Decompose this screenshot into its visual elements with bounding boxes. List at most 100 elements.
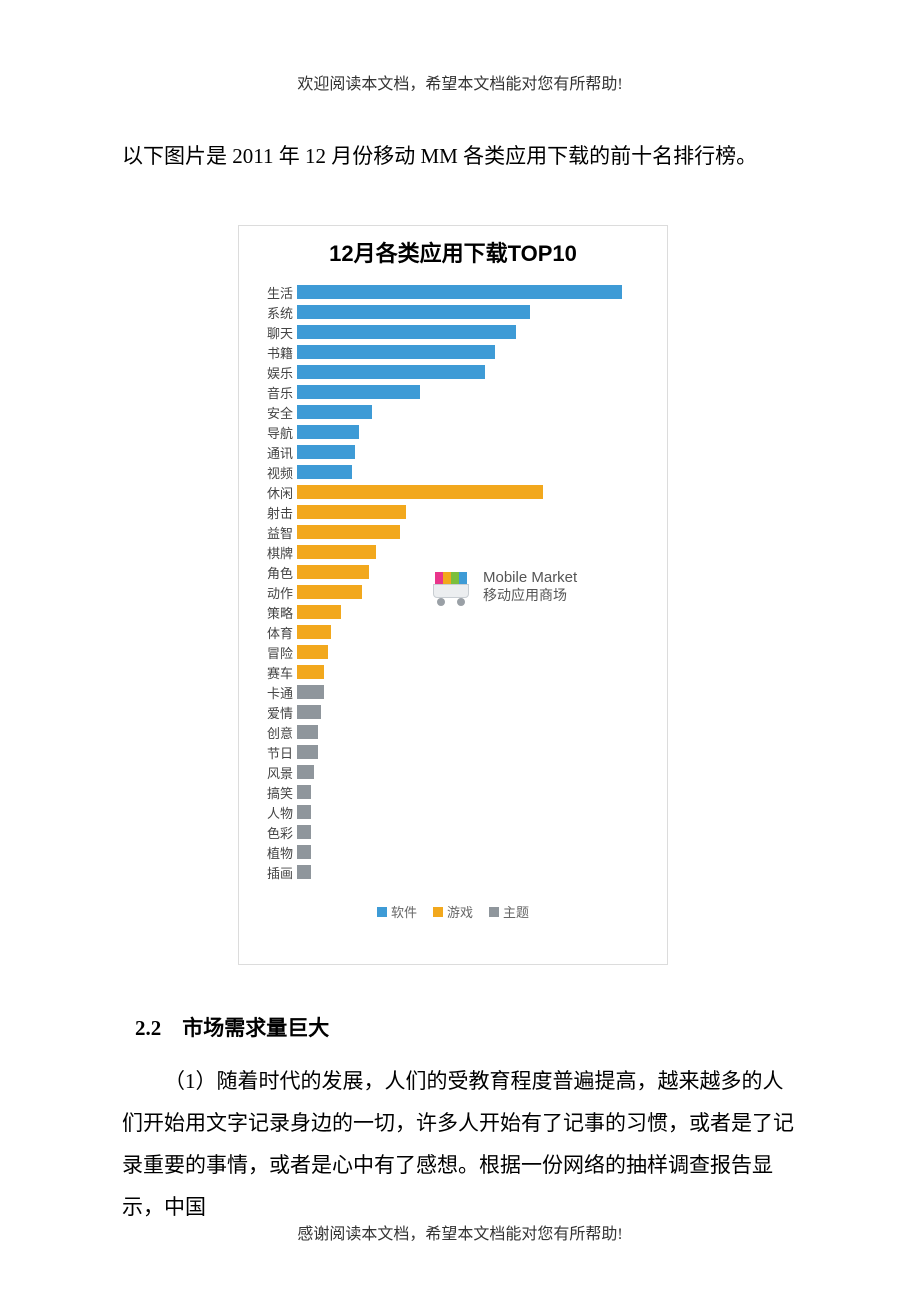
bar-label: 色彩 xyxy=(249,823,297,842)
legend-label: 游戏 xyxy=(447,902,473,921)
bar-label: 休闲 xyxy=(249,483,297,502)
bar-row: 人物 xyxy=(249,802,657,822)
bar-row: 射击 xyxy=(249,502,657,522)
bar-fill xyxy=(297,385,420,399)
bar-label: 音乐 xyxy=(249,383,297,402)
bar-fill xyxy=(297,765,314,779)
bar-label: 书籍 xyxy=(249,343,297,362)
bar-fill xyxy=(297,805,311,819)
bar-fill xyxy=(297,865,311,879)
bar-label: 射击 xyxy=(249,503,297,522)
bar-label: 风景 xyxy=(249,763,297,782)
bar-label: 棋牌 xyxy=(249,543,297,562)
bar-fill xyxy=(297,645,328,659)
bar-fill xyxy=(297,625,331,639)
bar-label: 导航 xyxy=(249,423,297,442)
bar-fill xyxy=(297,545,376,559)
legend-item: 主题 xyxy=(489,902,529,921)
bar-label: 动作 xyxy=(249,583,297,602)
bar-fill xyxy=(297,285,622,299)
bar-label: 人物 xyxy=(249,803,297,822)
bar-row: 书籍 xyxy=(249,342,657,362)
bar-label: 生活 xyxy=(249,283,297,302)
bar-fill xyxy=(297,685,324,699)
paragraph-1: （1）随着时代的发展，人们的受教育程度普遍提高，越来越多的人们开始用文字记录身边… xyxy=(122,1060,798,1228)
legend-swatch xyxy=(433,907,443,917)
bar-label: 体育 xyxy=(249,623,297,642)
footer-note: 感谢阅读本文档，希望本文档能对您有所帮助! xyxy=(0,1220,920,1244)
chart-legend: 软件 游戏 主题 xyxy=(239,882,667,933)
bar-row: 娱乐 xyxy=(249,362,657,382)
bar-row: 音乐 xyxy=(249,382,657,402)
bar-label: 策略 xyxy=(249,603,297,622)
bar-row: 益智 xyxy=(249,522,657,542)
bar-fill xyxy=(297,845,311,859)
bar-fill xyxy=(297,405,372,419)
bar-fill xyxy=(297,465,352,479)
bar-row: 卡通 xyxy=(249,682,657,702)
bar-fill xyxy=(297,525,400,539)
bar-fill xyxy=(297,445,355,459)
bar-label: 创意 xyxy=(249,723,297,742)
bar-fill xyxy=(297,325,516,339)
bar-label: 系统 xyxy=(249,303,297,322)
chart-container: 12月各类应用下载TOP10 生活系统聊天书籍娱乐音乐安全导航通讯视频休闲射击益… xyxy=(238,225,668,965)
bar-row: 赛车 xyxy=(249,662,657,682)
header-note: 欢迎阅读本文档，希望本文档能对您有所帮助! xyxy=(0,70,920,94)
mobile-market-watermark: Mobile Market 移动应用商场 xyxy=(429,566,577,606)
bar-fill xyxy=(297,565,369,579)
bar-row: 通讯 xyxy=(249,442,657,462)
bar-label: 赛车 xyxy=(249,663,297,682)
cart-icon xyxy=(429,566,475,606)
bar-fill xyxy=(297,665,324,679)
bar-row: 爱情 xyxy=(249,702,657,722)
bar-row: 插画 xyxy=(249,862,657,882)
bar-label: 聊天 xyxy=(249,323,297,342)
bar-fill xyxy=(297,585,362,599)
bar-row: 冒险 xyxy=(249,642,657,662)
bar-label: 安全 xyxy=(249,403,297,422)
section-heading: 2.2 市场需求量巨大 xyxy=(135,1012,329,1042)
bar-fill xyxy=(297,485,543,499)
bar-label: 娱乐 xyxy=(249,363,297,382)
bar-label: 卡通 xyxy=(249,683,297,702)
bar-fill xyxy=(297,785,311,799)
bar-row: 视频 xyxy=(249,462,657,482)
bar-fill xyxy=(297,745,318,759)
bar-row: 植物 xyxy=(249,842,657,862)
legend-item: 游戏 xyxy=(433,902,473,921)
bar-row: 生活 xyxy=(249,282,657,302)
bar-label: 节日 xyxy=(249,743,297,762)
bar-fill xyxy=(297,825,311,839)
chart-title: 12月各类应用下载TOP10 xyxy=(239,226,667,276)
legend-label: 软件 xyxy=(391,902,417,921)
bar-label: 插画 xyxy=(249,863,297,882)
bar-row: 系统 xyxy=(249,302,657,322)
bar-label: 搞笑 xyxy=(249,783,297,802)
intro-text: 以下图片是 2011 年 12 月份移动 MM 各类应用下载的前十名排行榜。 xyxy=(122,135,798,177)
bar-row: 创意 xyxy=(249,722,657,742)
bar-row: 休闲 xyxy=(249,482,657,502)
bar-label: 冒险 xyxy=(249,643,297,662)
bar-label: 爱情 xyxy=(249,703,297,722)
bar-row: 导航 xyxy=(249,422,657,442)
bar-row: 安全 xyxy=(249,402,657,422)
bar-fill xyxy=(297,605,341,619)
bar-row: 色彩 xyxy=(249,822,657,842)
bar-row: 聊天 xyxy=(249,322,657,342)
bar-label: 视频 xyxy=(249,463,297,482)
legend-swatch xyxy=(489,907,499,917)
bar-fill xyxy=(297,705,321,719)
bar-fill xyxy=(297,425,359,439)
bar-fill xyxy=(297,305,530,319)
legend-item: 软件 xyxy=(377,902,417,921)
watermark-cn: 移动应用商场 xyxy=(483,587,577,604)
bar-label: 通讯 xyxy=(249,443,297,462)
legend-label: 主题 xyxy=(503,902,529,921)
bar-row: 搞笑 xyxy=(249,782,657,802)
bar-fill xyxy=(297,345,495,359)
bar-fill xyxy=(297,725,318,739)
bar-fill xyxy=(297,365,485,379)
bar-label: 植物 xyxy=(249,843,297,862)
bar-row: 节日 xyxy=(249,742,657,762)
